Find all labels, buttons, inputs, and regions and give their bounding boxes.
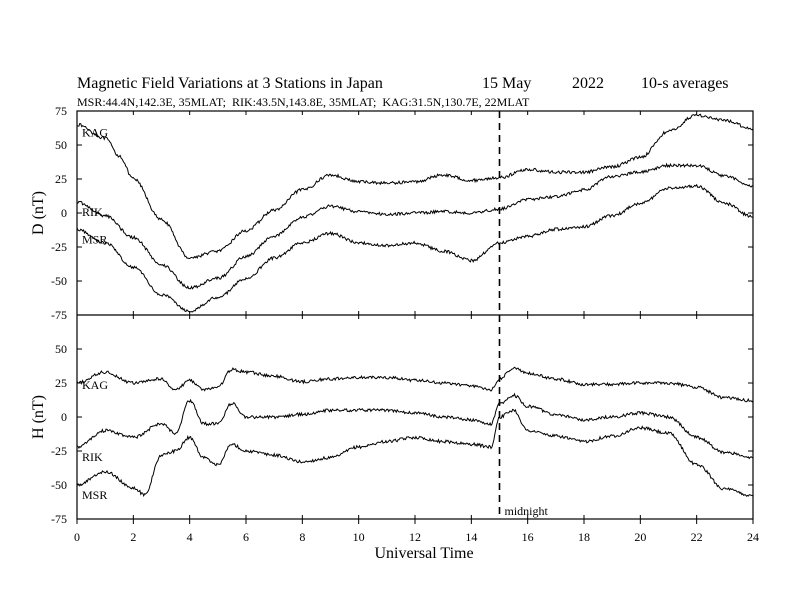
series-line-h-msr	[76, 408, 754, 498]
x-tick-label: 14	[465, 530, 477, 544]
series-label-rik: RIK	[82, 450, 103, 464]
x-tick-label: 8	[299, 530, 305, 544]
axes-layer: 0 2 4 6 8 10 12 14 16 18 20 22 247550250-25-50-75502…	[51, 104, 759, 544]
y-tick-label: -75	[51, 308, 67, 322]
y-tick-label: -25	[51, 240, 67, 254]
chart-subtitle: MSR:44.4N,142.3E, 35MLAT; RIK:43.5N,143.…	[77, 95, 530, 109]
y-tick-label: 25	[55, 172, 67, 186]
x-tick-label: 0	[74, 530, 80, 544]
chart-date: 15 May	[482, 75, 531, 92]
y-tick-label: 0	[61, 410, 67, 424]
series-line-d-msr	[76, 183, 753, 313]
y-tick-label: 50	[55, 342, 67, 356]
series-layer: KAG RIK MSR KAG RIK MSR	[76, 113, 754, 502]
series-line-d-rik	[76, 162, 754, 290]
x-tick-label: 24	[747, 530, 759, 544]
series-label-msr: MSR	[82, 488, 107, 502]
x-tick-label: 2	[130, 530, 136, 544]
series-label-kag: KAG	[82, 378, 108, 392]
series-line-d-kag	[76, 113, 754, 260]
x-tick-label: 18	[578, 530, 590, 544]
midnight-annotation: midnight	[505, 504, 549, 518]
chart-year: 2022	[572, 75, 604, 92]
y-tick-label: 0	[61, 206, 67, 220]
series-label-rik: RIK	[82, 205, 103, 219]
chart-title: Magnetic Field Variations at 3 Stations …	[77, 75, 383, 92]
x-tick-label: 20	[634, 530, 646, 544]
x-axis-title: Universal Time	[374, 545, 473, 562]
x-tick-label: 12	[409, 530, 421, 544]
series-line-h-kag	[76, 366, 754, 403]
h-panel-ylabel: H (nT)	[30, 395, 47, 439]
y-tick-label: -50	[51, 274, 67, 288]
x-tick-label: 6	[243, 530, 249, 544]
y-tick-label: 75	[55, 104, 67, 118]
x-tick-label: 4	[187, 530, 193, 544]
x-tick-label: 16	[522, 530, 534, 544]
y-tick-label: -50	[51, 478, 67, 492]
y-tick-label: -25	[51, 444, 67, 458]
y-tick-label: 25	[55, 376, 67, 390]
chart-averaging: 10-s averages	[641, 75, 729, 92]
y-tick-label: -75	[51, 512, 67, 526]
series-label-kag: KAG	[82, 126, 108, 140]
x-tick-label: 10	[353, 530, 365, 544]
series-line-h-rik	[76, 392, 754, 460]
series-label-msr: MSR	[82, 232, 107, 246]
x-tick-label: 22	[691, 530, 703, 544]
d-panel-ylabel: D (nT)	[30, 191, 47, 235]
y-tick-label: 50	[55, 138, 67, 152]
